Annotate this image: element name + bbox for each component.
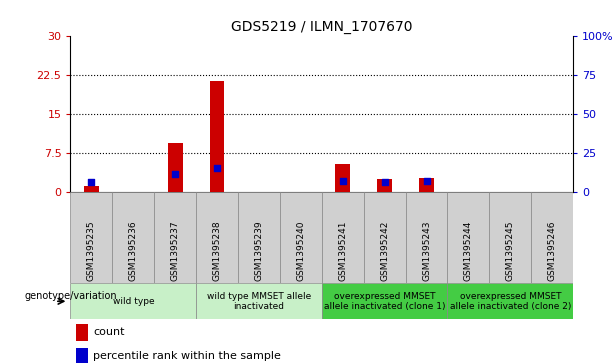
Bar bbox=[196, 283, 322, 319]
Text: GSM1395238: GSM1395238 bbox=[213, 221, 222, 281]
Text: GSM1395236: GSM1395236 bbox=[129, 221, 138, 281]
Bar bbox=[489, 192, 531, 283]
Text: GSM1395243: GSM1395243 bbox=[422, 221, 431, 281]
Bar bbox=[70, 283, 196, 319]
Bar bbox=[168, 143, 183, 192]
Text: count: count bbox=[93, 327, 124, 337]
Bar bbox=[84, 186, 99, 192]
Text: overexpressed MMSET
allele inactivated (clone 1): overexpressed MMSET allele inactivated (… bbox=[324, 291, 446, 311]
Point bbox=[212, 165, 222, 171]
Bar bbox=[75, 324, 88, 340]
Text: overexpressed MMSET
allele inactivated (clone 2): overexpressed MMSET allele inactivated (… bbox=[449, 291, 571, 311]
Text: GSM1395240: GSM1395240 bbox=[296, 221, 305, 281]
Bar bbox=[154, 192, 196, 283]
Bar bbox=[378, 179, 392, 192]
Text: GSM1395245: GSM1395245 bbox=[506, 221, 515, 281]
Text: GSM1395241: GSM1395241 bbox=[338, 221, 348, 281]
Bar bbox=[196, 192, 238, 283]
Bar bbox=[406, 192, 447, 283]
Text: genotype/variation: genotype/variation bbox=[25, 291, 117, 301]
Bar bbox=[70, 192, 112, 283]
Text: wild type: wild type bbox=[113, 297, 154, 306]
Text: GSM1395239: GSM1395239 bbox=[254, 221, 264, 281]
Point bbox=[86, 179, 96, 185]
Text: wild type MMSET allele
inactivated: wild type MMSET allele inactivated bbox=[207, 291, 311, 311]
Point bbox=[422, 179, 432, 184]
Text: GSM1395244: GSM1395244 bbox=[464, 221, 473, 281]
Bar bbox=[322, 192, 364, 283]
Point bbox=[170, 172, 180, 178]
Bar bbox=[335, 164, 350, 192]
Bar bbox=[531, 192, 573, 283]
Text: GSM1395237: GSM1395237 bbox=[170, 221, 180, 281]
Bar bbox=[447, 283, 573, 319]
Point bbox=[380, 179, 390, 185]
Title: GDS5219 / ILMN_1707670: GDS5219 / ILMN_1707670 bbox=[231, 20, 413, 34]
Bar bbox=[322, 283, 447, 319]
Text: GSM1395242: GSM1395242 bbox=[380, 221, 389, 281]
Bar bbox=[447, 192, 489, 283]
Bar bbox=[419, 178, 434, 192]
Text: percentile rank within the sample: percentile rank within the sample bbox=[93, 351, 281, 361]
Bar bbox=[75, 348, 88, 363]
Bar bbox=[364, 192, 406, 283]
Bar bbox=[112, 192, 154, 283]
Text: GSM1395246: GSM1395246 bbox=[547, 221, 557, 281]
Bar bbox=[238, 192, 280, 283]
Bar bbox=[210, 81, 224, 192]
Point bbox=[338, 178, 348, 184]
Bar bbox=[280, 192, 322, 283]
Text: GSM1395235: GSM1395235 bbox=[87, 221, 96, 281]
